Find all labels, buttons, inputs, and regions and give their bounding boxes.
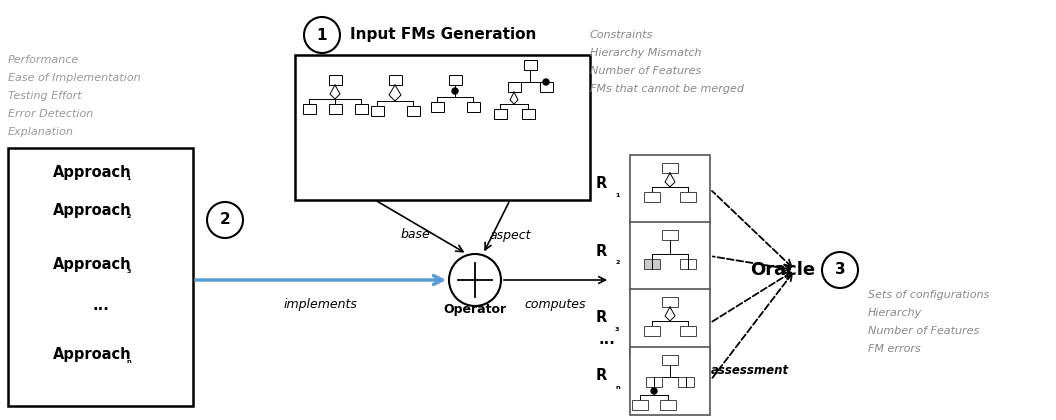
Text: base: base	[400, 228, 430, 241]
Bar	[407, 106, 419, 116]
Bar	[328, 104, 341, 114]
Text: assessment: assessment	[711, 363, 789, 376]
Text: Merge
Operator: Merge Operator	[444, 286, 507, 316]
Text: 3: 3	[834, 262, 845, 278]
Bar	[295, 55, 590, 200]
Text: FM errors: FM errors	[868, 344, 921, 354]
Bar	[644, 259, 660, 269]
Text: Performance: Performance	[8, 55, 79, 65]
Text: Hierarchy Mismatch: Hierarchy Mismatch	[590, 48, 701, 58]
Bar	[467, 102, 479, 112]
Bar	[508, 82, 521, 92]
Bar	[660, 400, 676, 410]
Text: Number of Features: Number of Features	[868, 326, 979, 336]
Circle shape	[207, 202, 243, 238]
Bar	[302, 104, 316, 114]
Bar	[449, 75, 461, 85]
Bar	[431, 102, 444, 112]
Circle shape	[452, 88, 458, 94]
Text: Approach: Approach	[53, 347, 132, 362]
Bar	[631, 400, 648, 410]
Bar	[630, 222, 710, 290]
Circle shape	[822, 252, 857, 288]
Text: Explanation: Explanation	[8, 127, 74, 137]
Text: Approach: Approach	[53, 202, 132, 218]
Bar	[371, 106, 383, 116]
Text: Hierarchy: Hierarchy	[868, 308, 922, 318]
Circle shape	[304, 17, 340, 53]
Bar	[8, 148, 193, 406]
Text: Oracle: Oracle	[750, 261, 815, 279]
Text: ₙ: ₙ	[126, 355, 131, 365]
Text: 1: 1	[317, 27, 327, 42]
Bar	[680, 192, 696, 202]
Text: implements: implements	[284, 298, 358, 311]
Text: Testing Effort: Testing Effort	[8, 91, 81, 101]
Bar	[680, 326, 696, 336]
Text: ₃: ₃	[126, 265, 131, 275]
Text: aspect: aspect	[489, 228, 531, 241]
Bar	[355, 104, 367, 114]
Bar	[680, 259, 696, 269]
Bar	[524, 60, 536, 70]
Text: Ease of Implementation: Ease of Implementation	[8, 73, 140, 83]
Text: computes: computes	[525, 298, 586, 311]
Text: ₂: ₂	[127, 210, 131, 220]
Text: R: R	[596, 310, 607, 326]
Bar	[328, 75, 341, 85]
Bar	[630, 155, 710, 223]
Text: FMs that cannot be merged: FMs that cannot be merged	[590, 84, 744, 94]
Text: ₁: ₁	[615, 189, 620, 199]
Circle shape	[650, 388, 657, 394]
Bar	[662, 230, 678, 240]
Bar	[493, 109, 507, 119]
Bar	[630, 347, 710, 415]
Text: Error Detection: Error Detection	[8, 109, 93, 119]
Bar	[389, 75, 401, 85]
Bar	[644, 192, 660, 202]
Text: Approach: Approach	[53, 257, 132, 273]
Bar	[522, 109, 534, 119]
Text: R: R	[596, 244, 607, 258]
Circle shape	[449, 254, 501, 306]
Text: ₁: ₁	[127, 172, 131, 182]
Text: Input FMs Generation: Input FMs Generation	[350, 27, 536, 42]
Bar	[678, 377, 694, 387]
Bar	[540, 82, 552, 92]
Text: ₂: ₂	[615, 256, 620, 266]
Text: ₃: ₃	[615, 323, 620, 333]
Bar	[644, 326, 660, 336]
Bar	[646, 377, 662, 387]
Circle shape	[543, 79, 549, 85]
Text: Constraints: Constraints	[590, 30, 654, 40]
Text: ...: ...	[599, 333, 616, 347]
Text: Sets of configurations: Sets of configurations	[868, 290, 989, 300]
Text: R: R	[596, 176, 607, 192]
Bar	[662, 297, 678, 307]
Text: Number of Features: Number of Features	[590, 66, 701, 76]
Text: Approach: Approach	[53, 165, 132, 179]
Text: ₙ: ₙ	[615, 381, 620, 391]
Text: ...: ...	[92, 297, 109, 312]
Bar	[630, 289, 710, 357]
Text: 2: 2	[220, 213, 230, 228]
Bar	[662, 355, 678, 365]
Text: R: R	[596, 368, 607, 383]
Bar	[662, 163, 678, 173]
